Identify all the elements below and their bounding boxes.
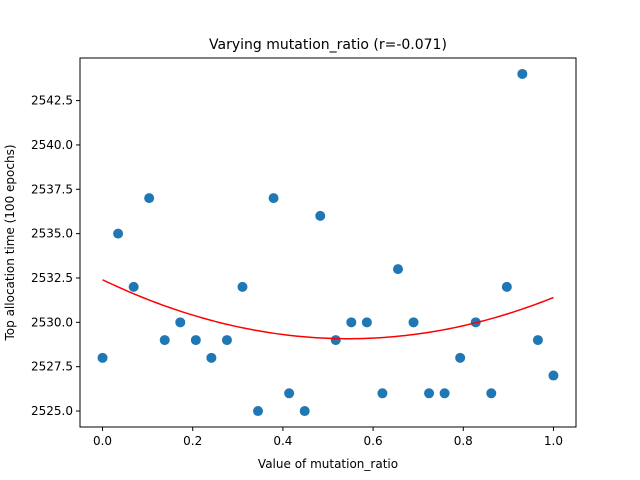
data-point <box>392 264 403 275</box>
y-tick-label: 2535.0 <box>31 227 73 241</box>
y-tick-label: 2537.5 <box>31 182 73 196</box>
data-point <box>268 193 279 204</box>
fit-curve <box>102 279 554 340</box>
data-point <box>361 317 372 328</box>
y-axis-ticks: 2525.0 2527.5 2530.0 2532.5 2535.0 2537.5 2540… <box>31 94 80 418</box>
data-point <box>346 317 357 328</box>
x-tick-label: 0.4 <box>273 434 292 448</box>
y-tick-label: 2532.5 <box>31 271 73 285</box>
x-tick-label: 0.6 <box>364 434 383 448</box>
plot-area <box>97 68 559 417</box>
chart-title: Varying mutation_ratio (r=-0.071) <box>209 37 447 53</box>
data-point <box>548 370 559 381</box>
data-point <box>159 335 170 346</box>
y-axis-label: Top allocation time (100 epochs) <box>3 145 17 342</box>
data-point <box>284 388 295 399</box>
x-axis-ticks: 0.0 0.2 0.4 0.6 0.8 1.0 <box>93 427 563 448</box>
x-tick-label: 0.0 <box>93 434 112 448</box>
data-point <box>190 335 201 346</box>
y-tick-label: 2530.0 <box>31 315 73 329</box>
data-point <box>517 68 528 79</box>
y-tick-label: 2542.5 <box>31 94 73 108</box>
x-axis-label: Value of mutation_ratio <box>258 457 398 471</box>
data-point <box>408 317 419 328</box>
data-point <box>144 193 155 204</box>
data-point <box>330 335 341 346</box>
x-tick-label: 0.8 <box>454 434 473 448</box>
data-point <box>221 335 232 346</box>
data-point <box>237 281 248 292</box>
plot-frame <box>79 57 577 428</box>
y-tick-label: 2525.0 <box>31 404 73 418</box>
x-tick-label: 0.2 <box>183 434 202 448</box>
y-tick-label: 2540.0 <box>31 138 73 152</box>
data-point <box>315 210 326 221</box>
data-point <box>206 352 217 363</box>
data-point <box>532 335 543 346</box>
data-point <box>424 388 435 399</box>
data-point <box>97 352 108 363</box>
x-tick-label: 1.0 <box>544 434 563 448</box>
data-point <box>501 281 512 292</box>
data-point <box>299 406 310 417</box>
data-point <box>455 352 466 363</box>
data-point <box>113 228 124 239</box>
data-point <box>175 317 186 328</box>
data-point <box>253 406 264 417</box>
data-point <box>128 281 139 292</box>
y-tick-label: 2527.5 <box>31 360 73 374</box>
data-point <box>377 388 388 399</box>
data-point <box>486 388 497 399</box>
data-point <box>439 388 450 399</box>
